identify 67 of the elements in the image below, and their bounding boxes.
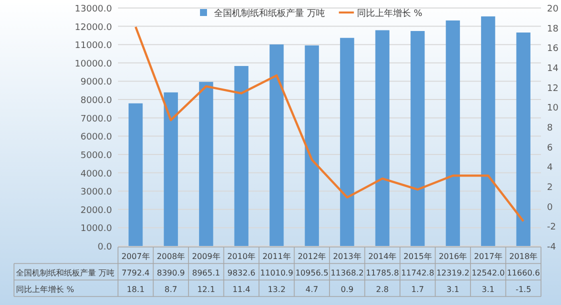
x-tick-label: 2018年 xyxy=(509,252,538,261)
data-label: 1.7 xyxy=(411,285,424,294)
y2-tick-label: 0 xyxy=(547,202,553,213)
y2-tick-label: 18 xyxy=(547,24,559,34)
data-label: 2.8 xyxy=(376,285,389,294)
data-label: 18.1 xyxy=(126,285,145,294)
data-label: 11010.9 xyxy=(260,268,294,278)
data-label: 12542.0 xyxy=(472,268,505,278)
data-label: 8965.1 xyxy=(192,268,220,278)
y-tick-label: 7000.0 xyxy=(80,114,112,124)
data-label: 11742.8 xyxy=(401,268,434,278)
data-label: 11368.2 xyxy=(330,268,364,278)
y-tick-label: 13000.0 xyxy=(74,4,112,14)
y2-tick-label: 2 xyxy=(547,183,553,193)
y-tick-label: 10000.0 xyxy=(74,59,112,70)
x-tick-label: 2016年 xyxy=(438,252,468,261)
y2-tick-label: 12 xyxy=(547,84,558,94)
x-tick-label: 2007年 xyxy=(121,252,150,261)
y-tick-label: 2000.0 xyxy=(80,206,112,216)
data-label: 9832.6 xyxy=(227,268,256,278)
y-tick-label: 6000.0 xyxy=(80,132,112,143)
data-label: 12319.2 xyxy=(436,268,470,278)
y2-tick-label: 6 xyxy=(547,143,553,154)
y-tick-label: 4000.0 xyxy=(80,169,112,180)
y2-tick-label: 14 xyxy=(547,64,559,74)
legend-label: 全国机制纸和纸板产量 万吨 xyxy=(214,8,325,19)
y-tick-label: 0.0 xyxy=(98,242,112,252)
x-tick-label: 2009年 xyxy=(192,252,220,261)
data-label: 11.4 xyxy=(232,285,250,294)
data-label: 8.7 xyxy=(164,285,178,294)
text: 同比上年增长 % xyxy=(16,285,74,294)
y-tick-label: 9000.0 xyxy=(80,78,112,88)
x-tick-label: 2011年 xyxy=(262,252,291,261)
data-label: 11785.8 xyxy=(366,268,399,278)
y2-tick-label: 4 xyxy=(547,163,553,174)
x-tick-label: 2010年 xyxy=(227,252,256,261)
data-label: 3.1 xyxy=(482,285,494,294)
y2-tick-label: -2 xyxy=(547,222,556,233)
data-label: 11660.6 xyxy=(506,268,540,278)
y-tick-label: 8000.0 xyxy=(80,96,112,106)
y-tick-label: 5000.0 xyxy=(80,150,112,161)
y2-tick-label: -4 xyxy=(547,242,556,252)
data-label: 3.1 xyxy=(446,285,460,294)
y-tick-label: 3000.0 xyxy=(80,188,112,198)
y2-tick-label: 16 xyxy=(547,44,559,54)
x-tick-label: 2017年 xyxy=(474,252,502,261)
x-tick-label: 2015年 xyxy=(403,252,432,261)
data-label: 13.2 xyxy=(268,285,286,294)
data-label: 0.9 xyxy=(340,285,354,294)
data-label: -1.5 xyxy=(516,285,532,294)
x-tick-label: 2008年 xyxy=(156,252,186,261)
y2-tick-label: 8 xyxy=(547,124,553,134)
y-tick-label: 12000.0 xyxy=(74,22,112,33)
data-label: 10956.5 xyxy=(295,268,328,278)
y-tick-label: 11000.0 xyxy=(74,41,112,52)
x-tick-label: 2014年 xyxy=(368,252,397,261)
data-label: 8390.9 xyxy=(156,268,185,278)
y2-tick-label: 10 xyxy=(547,104,559,114)
legend-label: 同比上年增长 % xyxy=(356,8,423,19)
y-tick-label: 1000.0 xyxy=(80,224,112,234)
text: 全国机制纸和纸板产量 万吨 xyxy=(16,268,115,278)
data-label: 4.7 xyxy=(306,285,318,294)
x-tick-label: 2012年 xyxy=(298,252,326,261)
data-label: 7792.4 xyxy=(122,268,150,278)
x-tick-label: 2013年 xyxy=(332,252,362,261)
data-label: 12.1 xyxy=(197,285,216,294)
y2-tick-label: 20 xyxy=(547,4,559,14)
